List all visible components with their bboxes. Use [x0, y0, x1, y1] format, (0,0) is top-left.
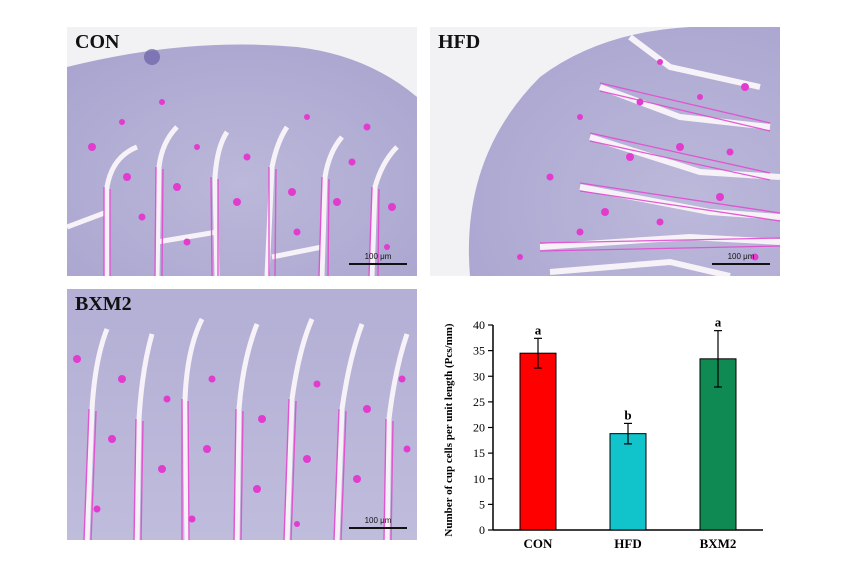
- scale-bar-line: [712, 263, 770, 265]
- y-tick-label: 35: [473, 344, 485, 358]
- y-tick-label: 10: [473, 472, 485, 486]
- error-bars: [534, 330, 722, 445]
- y-tick-label: 30: [473, 369, 485, 383]
- y-tick-label: 5: [479, 497, 485, 511]
- histology-panel-hfd: HFD 100 μm: [430, 27, 780, 276]
- scale-bar-line: [349, 263, 407, 265]
- bars: [519, 352, 737, 531]
- y-tick-label: 25: [473, 395, 485, 409]
- significance-label: b: [624, 407, 631, 422]
- x-tick-label: CON: [524, 536, 554, 551]
- scale-bar: 100 μm: [349, 252, 407, 266]
- x-tick-label: HFD: [614, 536, 641, 551]
- panel-label: BXM2: [75, 293, 132, 315]
- scale-bar: 100 μm: [712, 252, 770, 266]
- scale-bar-label: 100 μm: [727, 252, 755, 261]
- histology-panel-con: CON 100 μm: [67, 27, 417, 276]
- bar-chart-svg: 0 5 10 15 20 25 30 35 40 a b a CON HFD BXM2 Number o…: [443, 315, 763, 551]
- y-tick-label: 0: [479, 523, 485, 537]
- significance-labels: a b a: [535, 315, 722, 423]
- significance-label: a: [535, 322, 542, 337]
- histology-panel-bxm2: BXM2 100 μm: [67, 289, 417, 540]
- histology-image-con: [67, 27, 417, 276]
- scale-bar-line: [349, 527, 407, 529]
- y-axis-label: Number of cup cells per unit length (Pcs…: [443, 323, 455, 536]
- bar-chart: 0 5 10 15 20 25 30 35 40 a b a CON HFD BXM2 Number o…: [438, 285, 773, 560]
- bar-con: [519, 352, 557, 531]
- y-tick-label: 40: [473, 318, 485, 332]
- y-tick-label: 20: [473, 421, 485, 435]
- x-tick-label: BXM2: [700, 536, 737, 551]
- significance-label: a: [715, 315, 722, 330]
- y-ticks: 0 5 10 15 20 25 30 35 40: [473, 318, 493, 537]
- y-tick-label: 15: [473, 446, 485, 460]
- histology-image-hfd: [430, 27, 780, 276]
- scale-bar-label: 100 μm: [364, 516, 392, 525]
- scale-bar: 100 μm: [349, 516, 407, 530]
- bar-hfd: [609, 433, 647, 531]
- scale-bar-label: 100 μm: [364, 252, 392, 261]
- panel-label: CON: [75, 31, 120, 53]
- histology-image-bxm2: [67, 289, 417, 540]
- panel-label: HFD: [438, 31, 481, 53]
- x-tick-labels: CON HFD BXM2: [524, 536, 737, 551]
